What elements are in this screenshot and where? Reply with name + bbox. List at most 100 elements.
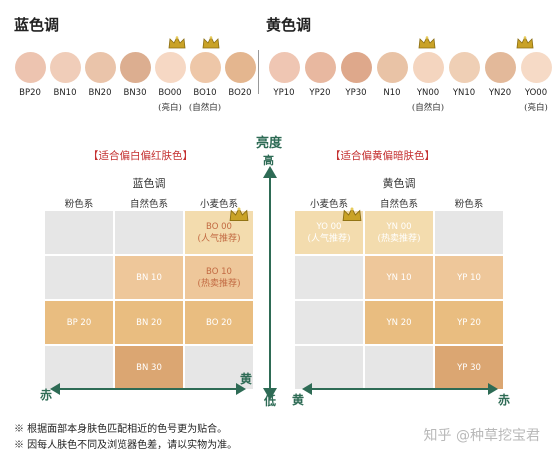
shade-cell: YP 30 xyxy=(435,346,503,389)
watermark: 知乎 @种草挖宝君 xyxy=(423,428,540,444)
empty-cell xyxy=(185,346,253,389)
shade-cell: BO 10 (热卖推荐) xyxy=(185,256,253,299)
shade-code: N10 xyxy=(383,88,401,98)
shade-code: BN30 xyxy=(123,88,147,98)
arrow-down-icon xyxy=(263,388,277,400)
empty-cell xyxy=(295,346,363,389)
shade-code: YO00 xyxy=(524,88,548,98)
cell-shade-code: YN 10 xyxy=(386,272,412,283)
brightness-axis xyxy=(269,176,271,392)
shade-code: BO00 xyxy=(158,88,182,98)
right-grid-title: 黄色调 xyxy=(382,177,416,190)
shade-code: BN20 xyxy=(88,88,112,98)
column-header: 粉色系 xyxy=(454,199,484,210)
shade-code: BO10 xyxy=(193,88,217,98)
swatch-divider xyxy=(258,50,259,94)
shade-cell: YP 20 xyxy=(435,301,503,344)
column-header: 小麦色系 xyxy=(199,199,238,210)
cell-shade-code: BN 30 xyxy=(136,362,162,373)
shade-note: (亮白) xyxy=(524,103,548,113)
cell-recommend-tag: (热卖推荐) xyxy=(377,233,421,244)
empty-cell xyxy=(435,211,503,254)
column-header: 自然色系 xyxy=(129,199,168,210)
arrow-up-icon xyxy=(263,166,277,178)
crown-icon xyxy=(202,36,220,49)
shade-swatch xyxy=(190,52,221,83)
shade-code: BO20 xyxy=(228,88,252,98)
axis-low-label: 低 xyxy=(264,394,277,408)
shade-swatch xyxy=(50,52,81,83)
left-skin-suggestion: 【适合偏白偏红肤色】 xyxy=(88,150,193,162)
right-axis-yellow-label: 黄 xyxy=(292,393,305,407)
empty-cell xyxy=(45,346,113,389)
column-header: 小麦色系 xyxy=(309,199,348,210)
crown-icon xyxy=(168,36,186,49)
cell-shade-code: BN 20 xyxy=(136,317,162,328)
shade-swatch xyxy=(225,52,256,83)
shade-swatch xyxy=(155,52,186,83)
cell-shade-code: BN 10 xyxy=(136,272,162,283)
arrow-right-icon xyxy=(236,383,246,395)
empty-cell xyxy=(295,256,363,299)
cell-shade-code: YP 20 xyxy=(457,317,481,328)
cell-shade-code: BO 10 xyxy=(206,266,232,277)
right-axis-red-label: 赤 xyxy=(498,393,511,407)
shade-swatch xyxy=(305,52,336,83)
brightness-label: 亮度 xyxy=(256,136,283,151)
cell-recommend-tag: (人气推荐) xyxy=(307,233,351,244)
shade-code: YN00 xyxy=(416,88,440,98)
left-axis-yellow-label: 黄 xyxy=(240,372,253,386)
blue-tone-title: 蓝色调 xyxy=(14,16,60,34)
shade-cell: BN 20 xyxy=(115,301,183,344)
crown-icon xyxy=(342,207,362,221)
shade-note: (亮白) xyxy=(158,103,182,113)
empty-cell xyxy=(115,211,183,254)
shade-swatch xyxy=(449,52,480,83)
arrow-left-icon xyxy=(50,383,60,395)
cell-shade-code: YP 30 xyxy=(457,362,481,373)
cell-shade-code: YN 20 xyxy=(386,317,412,328)
column-header: 自然色系 xyxy=(379,199,418,210)
cell-shade-code: BP 20 xyxy=(66,317,92,328)
right-horizontal-axis xyxy=(310,388,490,390)
shade-code: YP20 xyxy=(309,88,331,98)
shade-code: YN20 xyxy=(488,88,512,98)
axis-high-label: 高 xyxy=(263,154,274,167)
empty-cell xyxy=(45,256,113,299)
shade-cell: YN 00 (热卖推荐) xyxy=(365,211,433,254)
shade-cell: YP 10 xyxy=(435,256,503,299)
cell-shade-code: BO 00 xyxy=(206,221,232,232)
shade-swatch xyxy=(15,52,46,83)
note-line-2: ※ 因每人肤色不同及浏览器色差，请以实物为准。 xyxy=(14,440,238,451)
yellow-tone-title: 黄色调 xyxy=(266,16,312,34)
shade-swatch xyxy=(521,52,552,83)
shade-swatch xyxy=(377,52,408,83)
cell-shade-code: YN 00 xyxy=(386,221,412,232)
shade-cell: BN 10 xyxy=(115,256,183,299)
shade-swatch xyxy=(413,52,444,83)
crown-icon xyxy=(229,207,249,221)
shade-cell: BO 20 xyxy=(185,301,253,344)
shade-cell: BN 30 xyxy=(115,346,183,389)
empty-cell xyxy=(295,301,363,344)
note-line-1: ※ 根据面部本身肤色匹配相近的色号更为贴合。 xyxy=(14,424,228,435)
shade-swatch xyxy=(85,52,116,83)
left-axis-red-label: 赤 xyxy=(40,388,53,402)
shade-cell: YN 20 xyxy=(365,301,433,344)
shade-swatch xyxy=(485,52,516,83)
cell-recommend-tag: (人气推荐) xyxy=(197,233,241,244)
empty-cell xyxy=(45,211,113,254)
shade-cell: YN 10 xyxy=(365,256,433,299)
shade-code: BP20 xyxy=(19,88,41,98)
left-grid-title: 蓝色调 xyxy=(132,177,166,190)
column-header: 粉色系 xyxy=(64,199,94,210)
empty-cell xyxy=(365,346,433,389)
shade-code: BN10 xyxy=(53,88,77,98)
left-horizontal-axis xyxy=(58,388,238,390)
shade-code: YN10 xyxy=(452,88,476,98)
shade-code: YP10 xyxy=(273,88,295,98)
arrow-right-icon xyxy=(488,383,498,395)
cell-shade-code: YP 10 xyxy=(457,272,481,283)
crown-icon xyxy=(516,36,534,49)
shade-note: (自然白) xyxy=(411,103,445,113)
